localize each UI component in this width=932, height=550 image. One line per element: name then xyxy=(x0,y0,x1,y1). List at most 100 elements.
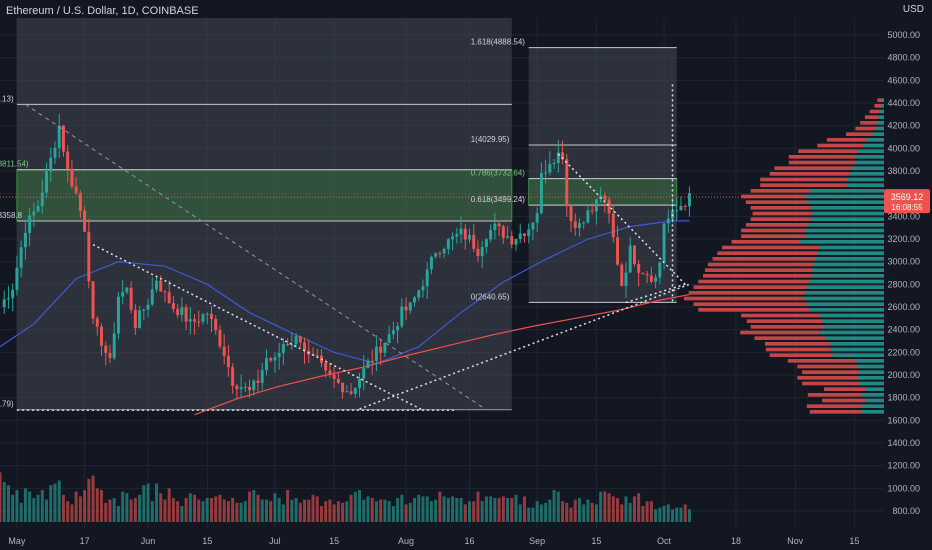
trendline-wedge-top xyxy=(557,153,686,285)
price-tag-countdown: 16:08:55 xyxy=(891,203,923,212)
candle-body xyxy=(256,380,260,383)
volume-profile-up xyxy=(808,200,884,204)
volume-bar xyxy=(573,499,577,522)
time-axis[interactable]: May 17 Jun 15 Jul 15 Aug 16 Sep 15 Oct 18 Nov 15 xyxy=(8,536,859,546)
candle-body xyxy=(83,210,87,232)
candle-body xyxy=(531,222,535,230)
volume-bar xyxy=(565,502,569,522)
volume-profile-up xyxy=(858,376,884,380)
volume-bar xyxy=(607,493,611,522)
candle-body xyxy=(133,309,137,329)
candle-body xyxy=(235,385,239,390)
candle-body xyxy=(620,264,624,287)
candle-body xyxy=(548,163,552,173)
volume-profile-down xyxy=(684,296,804,301)
volume-bar xyxy=(387,501,391,522)
volume-bar xyxy=(307,499,311,522)
price-tick-label: 4800.00 xyxy=(887,53,920,63)
volume-bar xyxy=(328,499,332,522)
volume-bar xyxy=(434,499,438,522)
volume-profile-down xyxy=(774,166,852,170)
volume-profile-up xyxy=(876,121,884,125)
volume-bar xyxy=(404,504,408,522)
volume-bar xyxy=(138,494,142,522)
volume-profile-up xyxy=(878,115,884,119)
chart-title: Ethereum / U.S. Dollar, 1D, COINBASE xyxy=(6,5,199,17)
volume-profile-down xyxy=(741,228,806,233)
candle-body xyxy=(658,262,662,278)
volume-profile-down xyxy=(806,404,861,408)
volume-profile-down xyxy=(722,245,820,250)
volume-bar xyxy=(687,509,691,522)
candle-body xyxy=(277,352,281,358)
candle-body xyxy=(315,355,319,357)
candle-body xyxy=(561,152,565,160)
candle-body xyxy=(408,302,412,311)
volume-profile-up xyxy=(805,291,884,295)
candle-body xyxy=(442,248,446,254)
moving-averages xyxy=(0,220,690,416)
volume-profile-down xyxy=(802,381,860,386)
volume-profile-up xyxy=(808,223,884,227)
volume-bar xyxy=(66,501,70,522)
fib-right-label: 0(2640.65) xyxy=(471,292,510,301)
candle-body xyxy=(345,391,349,393)
candle-body xyxy=(294,336,298,345)
candle-body xyxy=(645,274,649,276)
volume-profile-up xyxy=(811,274,884,278)
volume-profile-down xyxy=(693,285,808,289)
candle-body xyxy=(205,313,209,315)
volume-bar xyxy=(129,499,133,522)
volume-bar xyxy=(286,490,290,522)
volume-profile-up xyxy=(810,206,884,210)
volume-bar xyxy=(358,490,362,522)
candle-body xyxy=(108,353,112,358)
volume-profile-up xyxy=(851,166,884,170)
volume-bar xyxy=(264,499,268,522)
volume-profile-down xyxy=(750,189,811,193)
price-tag-value: 3569.12 xyxy=(891,192,924,202)
volume-bar xyxy=(112,498,116,522)
volume-bar xyxy=(324,501,328,522)
candle-body xyxy=(260,370,264,383)
time-tick-label: 16 xyxy=(464,536,474,546)
volume-bar xyxy=(49,485,53,522)
volume-bar xyxy=(235,502,239,522)
volume-bar xyxy=(294,498,298,522)
volume-bar xyxy=(70,504,74,522)
candle-body xyxy=(421,286,425,291)
volume-profile-down xyxy=(874,104,882,108)
candle-body xyxy=(683,205,687,207)
volume-bar xyxy=(32,498,36,522)
volume-bar xyxy=(666,504,670,522)
volume-bar xyxy=(87,478,91,522)
volume-bar xyxy=(425,496,429,522)
volume-profile-up xyxy=(819,330,884,335)
candle-body xyxy=(290,344,294,346)
volume-bar xyxy=(188,493,192,522)
candle-body xyxy=(425,269,429,287)
price-axis[interactable]: 800.00 1000.00 1200.00 1400.00 1600.00 1800.0… xyxy=(887,30,920,516)
volume-bar xyxy=(628,502,632,522)
volume-bar xyxy=(649,501,653,522)
price-tick-label: 2200.00 xyxy=(887,347,920,357)
candle-body xyxy=(383,342,387,353)
candle-body xyxy=(87,231,91,282)
candle-body xyxy=(484,239,488,248)
candle-body xyxy=(510,236,514,245)
volume-profile-down xyxy=(817,143,864,148)
volume-profile-down xyxy=(760,177,847,182)
candle-body xyxy=(535,213,539,223)
candle-body xyxy=(32,211,36,216)
volume-profile-down xyxy=(877,98,882,102)
candle-body xyxy=(632,245,636,265)
volume-bar xyxy=(429,501,433,522)
candle-body xyxy=(493,223,497,231)
volume-profile-down xyxy=(698,308,810,312)
candle-body xyxy=(66,151,70,169)
volume-bar xyxy=(514,494,518,522)
volume-bar xyxy=(252,490,256,522)
volume-profile-up xyxy=(800,240,884,244)
candle-body xyxy=(129,287,133,310)
